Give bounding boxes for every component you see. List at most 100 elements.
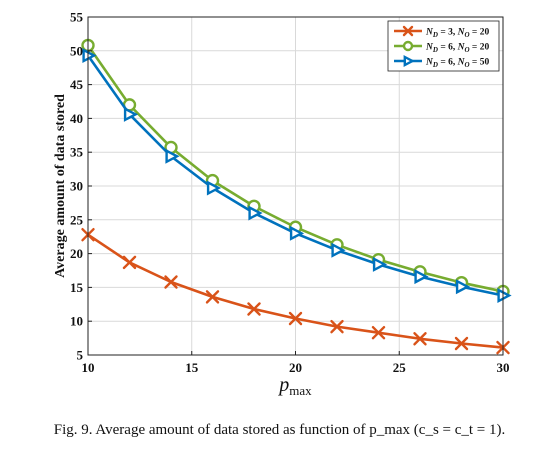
y-axis-label: Average amount of data stored (53, 94, 68, 278)
data-point (331, 242, 346, 258)
triangle-marker (497, 288, 512, 303)
legend-label-part: N (425, 58, 434, 68)
legend-label-part: = (438, 43, 448, 53)
triangle-marker (123, 106, 139, 122)
x-tick-label: 15 (185, 360, 199, 375)
legend-label-part: N (425, 28, 434, 38)
legend-label-part: , (453, 43, 458, 53)
data-point (164, 275, 178, 289)
data-point (371, 325, 386, 340)
triangle-marker (403, 55, 415, 67)
triangle-marker (331, 242, 346, 258)
series-layer (81, 38, 512, 355)
legend-entry: ND = 3, NO = 20 (394, 25, 489, 40)
legend-entry: ND = 6, NO = 20 (394, 40, 489, 55)
data-point (165, 148, 180, 164)
data-point (206, 180, 222, 196)
x-marker (288, 311, 303, 326)
legend-label-part: 20 (480, 28, 490, 38)
x-tick-label: 30 (497, 360, 510, 375)
data-point (455, 279, 471, 295)
x-tick-label: 25 (393, 360, 407, 375)
triangle-marker (372, 256, 388, 272)
x-axis-label-main: p (277, 374, 289, 396)
triangle-marker (82, 48, 97, 64)
triangle-marker (414, 269, 429, 285)
circle-marker (402, 40, 414, 52)
y-tick-label: 5 (77, 348, 84, 363)
x-tick-label: 20 (289, 360, 302, 375)
x-axis-label: pmax (277, 374, 312, 398)
data-point (497, 288, 512, 303)
y-tick-label: 10 (70, 314, 83, 329)
data-point (123, 106, 139, 122)
y-tick-label: 40 (70, 111, 83, 126)
legend-entry: ND = 6, NO = 50 (394, 55, 489, 70)
x-marker (402, 25, 414, 37)
x-marker (122, 255, 137, 270)
y-tick-label: 25 (70, 212, 84, 227)
data-point (454, 336, 469, 351)
legend-label-part: D (432, 31, 438, 39)
data-point (289, 225, 305, 241)
x-tick-label: 10 (82, 360, 95, 375)
data-point (413, 332, 427, 346)
legend-label-part: O (464, 31, 469, 39)
legend-label-part: D (432, 46, 438, 54)
data-point (288, 311, 303, 326)
data-point (414, 269, 429, 285)
data-point (122, 255, 137, 270)
y-tick-label: 55 (70, 10, 84, 25)
legend-label-part: , (453, 28, 458, 38)
legend-label: ND = 6, NO = 50 (425, 58, 489, 70)
x-marker (247, 302, 261, 316)
legend-label: ND = 6, NO = 20 (425, 43, 489, 55)
legend-label-part: 6 (448, 43, 453, 53)
x-marker (205, 290, 220, 304)
data-point (247, 302, 261, 316)
y-tick-label: 50 (70, 43, 83, 58)
data-point (248, 205, 263, 221)
legend-label-part: O (464, 61, 469, 69)
triangle-marker (165, 148, 180, 164)
x-marker (413, 332, 427, 346)
legend-label: ND = 3, NO = 20 (425, 28, 489, 40)
triangle-marker (289, 225, 305, 241)
figure-caption: Fig. 9. Average amount of data stored as… (53, 422, 506, 438)
legend-label-part: = (470, 28, 480, 38)
y-tick-label: 20 (70, 246, 83, 261)
y-tick-label: 35 (70, 145, 84, 160)
legend-label-part: D (432, 61, 438, 69)
legend-label-part: = (438, 58, 448, 68)
legend-label-part: N (457, 28, 466, 38)
series-3 (82, 48, 512, 303)
data-point (205, 290, 220, 304)
x-marker (454, 336, 469, 351)
y-tick-label: 15 (70, 280, 84, 295)
triangle-marker (455, 279, 471, 295)
legend-label-part: N (425, 43, 434, 53)
y-tick-label: 30 (70, 179, 83, 194)
triangle-marker (248, 205, 263, 221)
legend-label-part: 6 (448, 58, 453, 68)
legend-label-part: N (457, 43, 466, 53)
data-point (372, 256, 388, 272)
data-point (330, 319, 344, 334)
legend-label-part: 3 (448, 28, 453, 38)
legend-label-part: = (438, 28, 448, 38)
x-marker (164, 275, 178, 289)
legend-label-part: , (453, 58, 458, 68)
x-marker (330, 319, 344, 334)
y-tick-label: 45 (70, 77, 84, 92)
legend-label-part: = (470, 43, 480, 53)
x-axis-label-sub: max (289, 383, 312, 398)
triangle-marker (206, 180, 222, 196)
x-marker (371, 325, 386, 340)
legend-label-part: N (457, 58, 466, 68)
data-point (82, 48, 97, 64)
legend-label-part: 50 (480, 58, 490, 68)
legend-label-part: 20 (480, 43, 490, 53)
